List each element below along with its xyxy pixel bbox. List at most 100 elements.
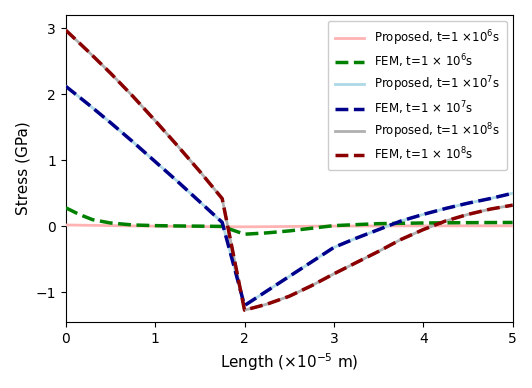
Proposed, t=1 ×10$^7$s <box>152 159 159 164</box>
FEM, t=1 × 10$^7$s <box>353 236 360 241</box>
Proposed, t=1 ×10$^7$s <box>487 196 494 201</box>
Proposed, t=1 ×10$^7$s <box>264 289 270 293</box>
Proposed, t=1 ×10$^7$s <box>63 84 69 88</box>
FEM, t=1 × 10$^7$s <box>398 219 404 223</box>
Proposed, t=1 ×10$^6$s <box>286 224 293 229</box>
FEM, t=1 × 10$^8$s <box>242 308 248 312</box>
Proposed, t=1 ×10$^7$s <box>353 236 360 241</box>
FEM, t=1 × 10$^7$s <box>309 260 315 264</box>
Proposed, t=1 ×10$^7$s <box>443 206 449 211</box>
Proposed, t=1 ×10$^6$s <box>152 224 159 229</box>
FEM, t=1 × 10$^8$s <box>353 260 360 265</box>
FEM, t=1 × 10$^7$s <box>465 201 471 206</box>
X-axis label: Length (×10$^{-5}$ m): Length (×10$^{-5}$ m) <box>220 351 359 373</box>
Proposed, t=1 ×10$^7$s <box>219 220 226 225</box>
FEM, t=1 × 10$^6$s <box>510 220 516 225</box>
FEM, t=1 × 10$^8$s <box>197 169 203 174</box>
Proposed, t=1 ×10$^6$s <box>197 224 203 229</box>
Proposed, t=1 ×10$^8$s <box>197 169 203 174</box>
FEM, t=1 × 10$^8$s <box>376 249 382 254</box>
Line: Proposed, t=1 ×10$^7$s: Proposed, t=1 ×10$^7$s <box>66 86 513 305</box>
FEM, t=1 × 10$^6$s <box>107 221 114 225</box>
Y-axis label: Stress (GPa): Stress (GPa) <box>15 121 30 215</box>
Proposed, t=1 ×10$^7$s <box>107 120 114 125</box>
Line: FEM, t=1 × 10$^7$s: FEM, t=1 × 10$^7$s <box>66 86 513 305</box>
Proposed, t=1 ×10$^7$s <box>242 303 248 308</box>
FEM, t=1 × 10$^7$s <box>286 274 293 279</box>
Proposed, t=1 ×10$^8$s <box>398 237 404 242</box>
FEM, t=1 × 10$^6$s <box>197 224 203 229</box>
Proposed, t=1 ×10$^8$s <box>63 28 69 33</box>
Proposed, t=1 ×10$^7$s <box>376 227 382 232</box>
FEM, t=1 × 10$^7$s <box>63 84 69 88</box>
Proposed, t=1 ×10$^8$s <box>331 272 337 276</box>
Proposed, t=1 ×10$^8$s <box>85 49 92 54</box>
Proposed, t=1 ×10$^6$s <box>510 223 516 228</box>
FEM, t=1 × 10$^7$s <box>107 120 114 125</box>
Proposed, t=1 ×10$^6$s <box>85 223 92 228</box>
Proposed, t=1 ×10$^7$s <box>85 102 92 106</box>
Proposed, t=1 ×10$^6$s <box>309 224 315 229</box>
FEM, t=1 × 10$^8$s <box>264 302 270 307</box>
Line: FEM, t=1 × 10$^6$s: FEM, t=1 × 10$^6$s <box>66 208 513 234</box>
Proposed, t=1 ×10$^7$s <box>130 139 136 144</box>
Proposed, t=1 ×10$^6$s <box>264 224 270 229</box>
FEM, t=1 × 10$^6$s <box>76 212 82 217</box>
FEM, t=1 × 10$^8$s <box>443 219 449 223</box>
Line: Proposed, t=1 ×10$^8$s: Proposed, t=1 ×10$^8$s <box>66 30 513 310</box>
Proposed, t=1 ×10$^7$s <box>465 201 471 206</box>
FEM, t=1 × 10$^8$s <box>152 118 159 123</box>
Proposed, t=1 ×10$^8$s <box>510 203 516 208</box>
FEM, t=1 × 10$^7$s <box>264 289 270 293</box>
FEM, t=1 × 10$^7$s <box>420 212 427 217</box>
Proposed, t=1 ×10$^7$s <box>420 212 427 217</box>
Proposed, t=1 ×10$^8$s <box>264 302 270 307</box>
FEM, t=1 × 10$^7$s <box>174 179 181 184</box>
FEM, t=1 × 10$^8$s <box>174 144 181 148</box>
Proposed, t=1 ×10$^8$s <box>487 207 494 211</box>
FEM, t=1 × 10$^7$s <box>197 199 203 204</box>
Line: Proposed, t=1 ×10$^6$s: Proposed, t=1 ×10$^6$s <box>66 225 513 227</box>
FEM, t=1 × 10$^8$s <box>309 283 315 288</box>
Line: FEM, t=1 × 10$^8$s: FEM, t=1 × 10$^8$s <box>66 30 513 310</box>
Legend: Proposed, t=1 ×10$^6$s, FEM, t=1 × 10$^6$s, Proposed, t=1 ×10$^7$s, FEM, t=1 × 1: Proposed, t=1 ×10$^6$s, FEM, t=1 × 10$^6… <box>328 21 506 170</box>
FEM, t=1 × 10$^7$s <box>510 191 516 196</box>
Proposed, t=1 ×10$^8$s <box>286 294 293 299</box>
Proposed, t=1 ×10$^6$s <box>376 223 382 228</box>
FEM, t=1 × 10$^6$s <box>465 220 471 225</box>
FEM, t=1 × 10$^6$s <box>420 221 427 225</box>
Proposed, t=1 ×10$^7$s <box>174 179 181 184</box>
Proposed, t=1 ×10$^8$s <box>376 249 382 254</box>
FEM, t=1 × 10$^7$s <box>130 139 136 144</box>
FEM, t=1 × 10$^6$s <box>242 232 248 237</box>
FEM, t=1 × 10$^6$s <box>264 230 270 235</box>
Proposed, t=1 ×10$^6$s <box>242 225 248 229</box>
Proposed, t=1 ×10$^6$s <box>107 223 114 228</box>
Proposed, t=1 ×10$^8$s <box>174 144 181 148</box>
FEM, t=1 × 10$^6$s <box>130 223 136 227</box>
Proposed, t=1 ×10$^7$s <box>286 274 293 279</box>
FEM, t=1 × 10$^7$s <box>487 196 494 201</box>
Proposed, t=1 ×10$^6$s <box>130 223 136 228</box>
FEM, t=1 × 10$^7$s <box>152 159 159 164</box>
FEM, t=1 × 10$^6$s <box>63 206 69 210</box>
Proposed, t=1 ×10$^8$s <box>443 219 449 223</box>
Proposed, t=1 ×10$^6$s <box>174 224 181 229</box>
FEM, t=1 × 10$^6$s <box>286 229 293 233</box>
FEM, t=1 × 10$^6$s <box>219 224 226 229</box>
Proposed, t=1 ×10$^7$s <box>398 219 404 223</box>
Proposed, t=1 ×10$^8$s <box>465 212 471 217</box>
Proposed, t=1 ×10$^6$s <box>420 223 427 228</box>
Proposed, t=1 ×10$^7$s <box>197 199 203 204</box>
FEM, t=1 × 10$^6$s <box>376 221 382 226</box>
FEM, t=1 × 10$^8$s <box>85 49 92 54</box>
FEM, t=1 × 10$^7$s <box>331 245 337 250</box>
FEM, t=1 × 10$^8$s <box>286 294 293 299</box>
FEM, t=1 × 10$^8$s <box>420 227 427 232</box>
FEM, t=1 × 10$^7$s <box>85 102 92 106</box>
FEM, t=1 × 10$^6$s <box>174 223 181 228</box>
FEM, t=1 × 10$^8$s <box>398 237 404 242</box>
FEM, t=1 × 10$^8$s <box>130 94 136 99</box>
FEM, t=1 × 10$^8$s <box>465 212 471 217</box>
Proposed, t=1 ×10$^8$s <box>130 94 136 99</box>
